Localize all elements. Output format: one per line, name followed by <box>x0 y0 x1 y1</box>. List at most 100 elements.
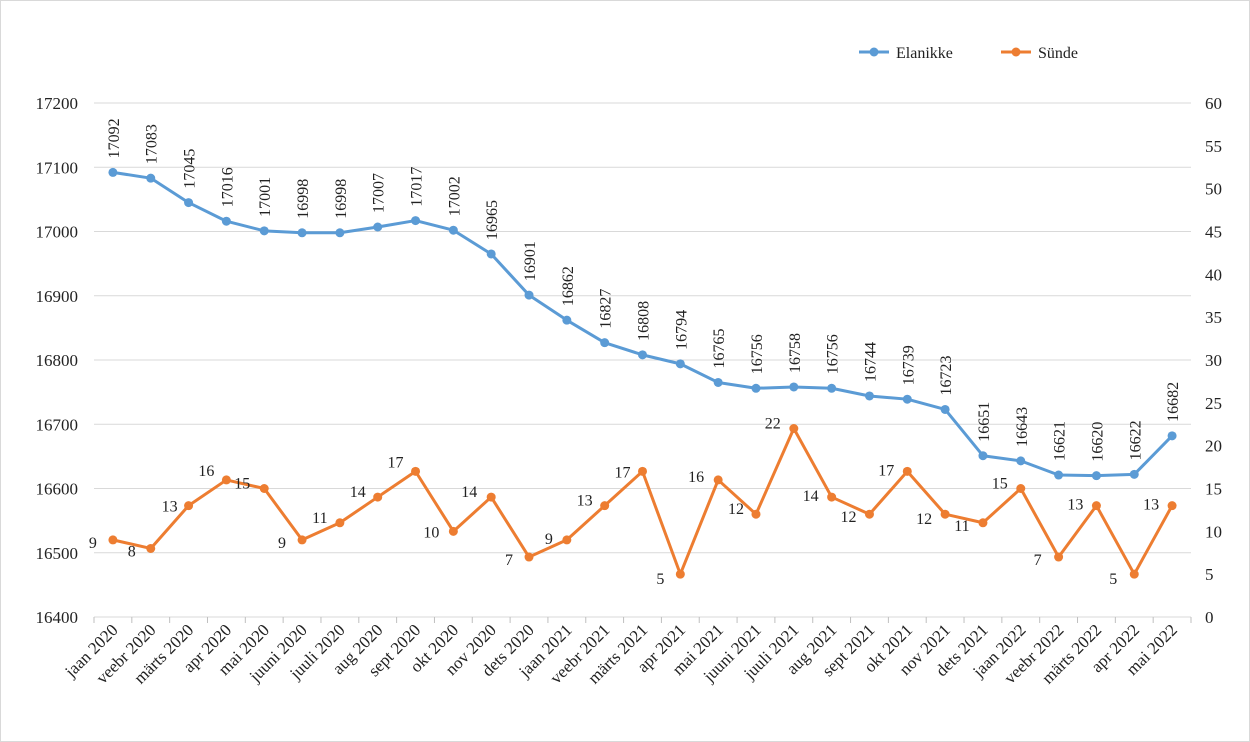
data-point <box>373 222 383 232</box>
data-label: 9 <box>278 535 286 552</box>
data-label: 16862 <box>560 266 577 306</box>
data-point <box>902 466 912 476</box>
data-label: 17016 <box>219 167 236 207</box>
data-point <box>184 198 194 208</box>
data-label: 5 <box>1109 571 1117 588</box>
data-label: 11 <box>312 510 327 527</box>
data-label: 16620 <box>1089 422 1106 462</box>
data-label: 17 <box>388 454 404 471</box>
data-label: 12 <box>916 511 932 528</box>
data-label: 13 <box>577 493 593 510</box>
data-label: 16 <box>198 463 214 480</box>
data-point <box>1167 431 1177 441</box>
data-point <box>751 383 761 393</box>
left-tick-label: 16800 <box>36 351 79 370</box>
data-label: 17017 <box>409 167 426 207</box>
data-label: 17045 <box>182 149 199 189</box>
data-point <box>297 228 307 238</box>
right-tick-label: 5 <box>1205 565 1214 584</box>
right-tick-label: 45 <box>1205 223 1222 242</box>
legend-item: Elanikke <box>859 45 953 62</box>
data-point <box>1167 501 1177 511</box>
data-label: 11 <box>954 518 969 535</box>
data-label: 13 <box>1143 497 1159 514</box>
data-label: 16794 <box>673 310 690 350</box>
data-label: 13 <box>162 499 178 516</box>
data-point <box>184 501 194 511</box>
data-label: 16965 <box>484 200 501 240</box>
series-0: 17092 17083 17045 17016 17001 16998 16998 17007… <box>106 118 1182 481</box>
right-tick-label: 20 <box>1205 437 1222 456</box>
data-label: 10 <box>423 524 439 541</box>
right-tick-label: 50 <box>1205 180 1222 199</box>
data-point <box>940 509 950 519</box>
right-tick-label: 60 <box>1205 94 1222 113</box>
data-point <box>1016 456 1026 466</box>
data-label: 12 <box>840 509 856 526</box>
data-point <box>146 173 156 183</box>
data-point <box>1091 501 1101 511</box>
data-point <box>108 535 118 545</box>
data-point <box>600 338 610 348</box>
series-1: 9 8 13 16 15 9 11 14 17 10 14 7 9 13 17 5 16 12 22 14 12 17 12… <box>89 416 1177 588</box>
data-point <box>713 475 723 485</box>
data-label: 15 <box>992 476 1008 493</box>
data-point <box>373 492 383 502</box>
data-point <box>562 315 572 325</box>
left-tick-label: 16600 <box>36 480 79 499</box>
data-label: 7 <box>505 552 513 569</box>
data-label: 17007 <box>371 173 388 213</box>
data-point <box>297 535 307 545</box>
data-point <box>902 394 912 404</box>
data-label: 16682 <box>1165 382 1182 422</box>
data-label: 16 <box>688 469 704 486</box>
left-tick-label: 16900 <box>36 287 79 306</box>
data-point <box>713 377 723 387</box>
data-label: 16827 <box>598 289 615 329</box>
data-point <box>789 424 799 434</box>
data-label: 16621 <box>1052 421 1069 461</box>
legend-label: Sünde <box>1038 45 1078 62</box>
data-label: 14 <box>350 484 366 501</box>
data-point <box>448 225 458 235</box>
data-point <box>638 466 647 476</box>
legend-marker <box>1011 47 1021 57</box>
data-label: 16808 <box>636 301 653 341</box>
data-label: 16739 <box>900 345 917 385</box>
data-label: 8 <box>128 543 136 560</box>
data-label: 12 <box>728 501 744 518</box>
left-tick-label: 17000 <box>36 223 79 242</box>
right-tick-label: 15 <box>1205 480 1222 499</box>
data-point <box>638 350 647 360</box>
data-point <box>486 492 496 502</box>
data-label: 17001 <box>257 177 274 217</box>
data-point <box>259 484 269 493</box>
data-label: 14 <box>803 488 819 505</box>
data-point <box>524 552 534 562</box>
data-point <box>978 451 988 461</box>
data-point <box>827 383 837 393</box>
data-label: 16643 <box>1014 407 1031 447</box>
data-label: 16756 <box>825 334 842 374</box>
data-label: 16622 <box>1127 420 1144 460</box>
data-point <box>789 382 799 392</box>
data-label: 16765 <box>711 328 728 368</box>
right-tick-label: 40 <box>1205 265 1222 284</box>
data-point <box>259 226 269 236</box>
data-label: 16998 <box>295 179 312 219</box>
data-point <box>600 501 610 511</box>
data-point <box>940 404 950 414</box>
data-point <box>1129 469 1139 479</box>
data-label: 9 <box>545 531 553 548</box>
legend-item: Sünde <box>1001 45 1078 62</box>
right-tick-label: 35 <box>1205 308 1222 327</box>
data-point <box>221 475 231 485</box>
left-tick-label: 16400 <box>36 608 79 627</box>
data-point <box>827 492 837 502</box>
right-tick-label: 25 <box>1205 394 1222 413</box>
legend-label: Elanikke <box>896 45 953 62</box>
legend: Elanikke Sünde <box>859 45 1078 62</box>
right-tick-label: 0 <box>1205 608 1214 627</box>
